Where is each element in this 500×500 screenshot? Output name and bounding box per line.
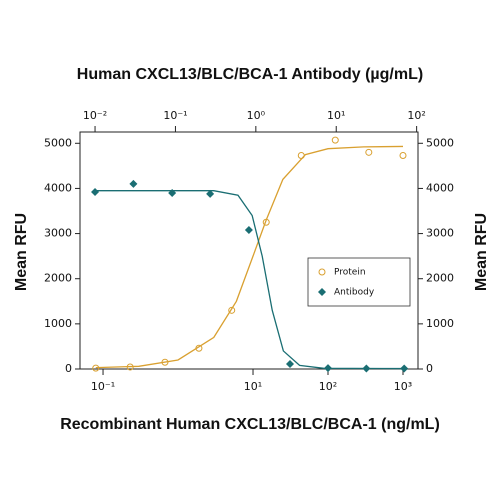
legend-box [307, 257, 411, 307]
y-tick-label: 3000 [44, 227, 72, 240]
x-tick-label: 10¹ [244, 380, 262, 393]
y2-tick-label: 4000 [426, 181, 454, 194]
diamond-point [168, 188, 177, 197]
diamond-point [129, 179, 138, 188]
circle-point [399, 151, 407, 159]
circle-point [92, 364, 100, 372]
diamond-point [318, 288, 326, 296]
y2-tick-label: 5000 [426, 136, 454, 149]
diamond-point [400, 364, 409, 373]
y-tick-label: 0 [65, 362, 72, 375]
circle-point [365, 148, 373, 156]
diamond-point [91, 188, 100, 197]
diamond-point [324, 364, 333, 373]
diamond-point [285, 360, 294, 369]
x2-tick-label: 10¹ [327, 109, 345, 122]
y2-tick-label: 1000 [426, 317, 454, 330]
circle-point [161, 358, 169, 366]
circle-point [228, 306, 236, 314]
y-tick-label: 1000 [44, 317, 72, 330]
circle-point [297, 151, 305, 159]
y2-axis-label: Mean RFU [473, 213, 490, 291]
legend-label: Antibody [334, 288, 375, 298]
diamond-point [206, 189, 215, 198]
y-axis-label: Mean RFU [13, 213, 30, 291]
x2-tick-label: 10⁰ [247, 109, 266, 122]
diamond-point [362, 364, 371, 373]
circle-point [318, 268, 326, 276]
circle-point [126, 363, 134, 371]
y2-tick-label: 2000 [426, 272, 454, 285]
fit-curve [95, 145, 404, 369]
bottom-axis-label: Recombinant Human CXCL13/BLC/BCA-1 (ng/m… [60, 416, 440, 433]
x-tick-label: 10² [319, 380, 337, 393]
circle-point [262, 218, 270, 226]
plot-frame [79, 131, 419, 370]
x2-tick-label: 10⁻² [83, 109, 107, 122]
top-axis-label: Human CXCL13/BLC/BCA-1 Antibody (µg/mL) [77, 66, 423, 83]
legend-label: Protein [334, 268, 366, 278]
y2-tick-label: 3000 [426, 227, 454, 240]
x2-tick-label: 10² [407, 109, 425, 122]
circle-point [331, 136, 339, 144]
x2-tick-label: 10⁻¹ [163, 109, 187, 122]
y-tick-label: 4000 [44, 181, 72, 194]
x-tick-label: 10⁻¹ [91, 380, 115, 393]
y-tick-label: 2000 [44, 272, 72, 285]
y-tick-label: 5000 [44, 136, 72, 149]
y2-tick-label: 0 [426, 362, 433, 375]
fit-curve [95, 190, 405, 370]
x-tick-label: 10³ [394, 380, 412, 393]
diamond-point [244, 225, 253, 234]
circle-point [195, 344, 203, 352]
